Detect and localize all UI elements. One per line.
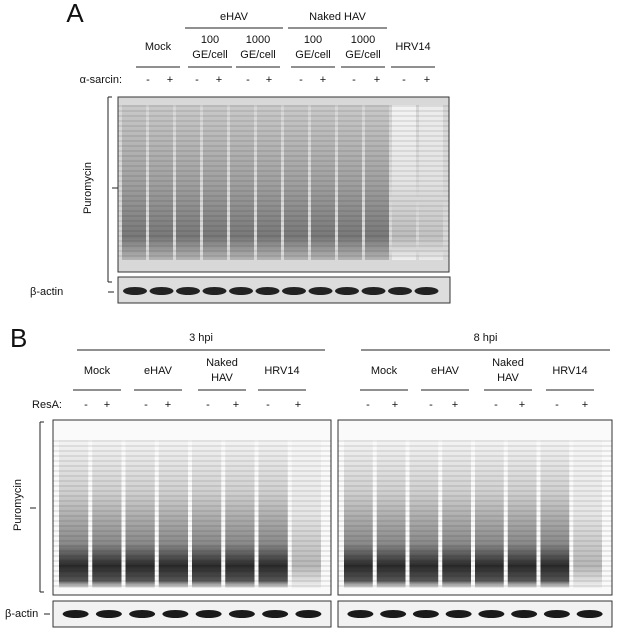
band [478,610,505,618]
band [229,287,253,295]
treatment-label: α-sarcin: [80,74,122,86]
band [361,287,386,295]
band-texture [338,440,612,588]
sign: - [429,399,433,411]
group-label: Naked HAV [309,11,366,23]
band-texture [118,105,449,260]
band [228,610,255,618]
loading-label: β-actin [5,608,38,620]
lane-label: Naked [492,357,524,369]
band [412,610,439,618]
lane-label: eHAV [144,365,173,377]
band [162,610,189,618]
band [543,610,570,618]
sign: + [104,399,110,411]
band [202,287,227,295]
panel-letter: B [10,323,27,353]
sign: - [555,399,559,411]
sign: + [424,74,430,86]
sign: + [392,399,398,411]
treatment-label: ResA: [32,399,62,411]
sign: + [295,399,301,411]
lane-label: GE/cell [345,49,380,61]
lane-label: eHAV [431,365,460,377]
blot-label: Puromycin [82,162,94,214]
lane-label: HAV [497,372,519,384]
blot [337,600,613,628]
band [149,287,174,295]
band [195,610,222,618]
sign: - [206,399,210,411]
sign: - [146,74,150,86]
band [576,610,603,618]
lane-label: 1000 [351,34,375,46]
sign: + [233,399,239,411]
sign: + [374,74,380,86]
loading-label: β-actin [30,286,63,298]
group-label: eHAV [220,11,249,23]
lane-label: GE/cell [240,49,275,61]
sign: + [519,399,525,411]
lane-label: 100 [201,34,219,46]
sign: - [266,399,270,411]
band [414,287,439,295]
sign: + [165,399,171,411]
sign: + [582,399,588,411]
sign: + [452,399,458,411]
timepoint-label: 8 hpi [474,332,498,344]
band [445,610,472,618]
band [347,610,374,618]
band-texture [53,440,331,588]
sign: - [366,399,370,411]
lane-label: HRV14 [395,41,430,53]
band [262,610,289,618]
lane-label: GE/cell [192,49,227,61]
lane-label: HRV14 [264,365,299,377]
lane-label: HRV14 [552,365,587,377]
band [388,287,412,295]
sign: + [216,74,222,86]
sign: - [494,399,498,411]
lane-label: Mock [84,365,111,377]
timepoint-label: 3 hpi [189,332,213,344]
sign: - [144,399,148,411]
band [255,287,280,295]
sign: + [266,74,272,86]
lane-label: Naked [206,357,238,369]
band [123,287,147,295]
sign: - [84,399,88,411]
lane-label: GE/cell [295,49,330,61]
sign: - [402,74,406,86]
sign: - [352,74,356,86]
band [511,610,538,618]
sign: - [246,74,250,86]
band [380,610,407,618]
band [176,287,200,295]
band [335,287,359,295]
lane-label: Mock [145,41,172,53]
band [308,287,333,295]
blot-label: Puromycin [12,479,24,531]
band [95,610,122,618]
sign: - [195,74,199,86]
band [282,287,306,295]
panel-letter: A [66,0,84,28]
band [62,610,89,618]
sign: + [320,74,326,86]
lane-label: 100 [304,34,322,46]
lane-label: HAV [211,372,233,384]
sign: + [167,74,173,86]
band [295,610,322,618]
sign: - [299,74,303,86]
band [129,610,156,618]
lane-label: Mock [371,365,398,377]
lane-label: 1000 [246,34,270,46]
blot [52,600,332,628]
